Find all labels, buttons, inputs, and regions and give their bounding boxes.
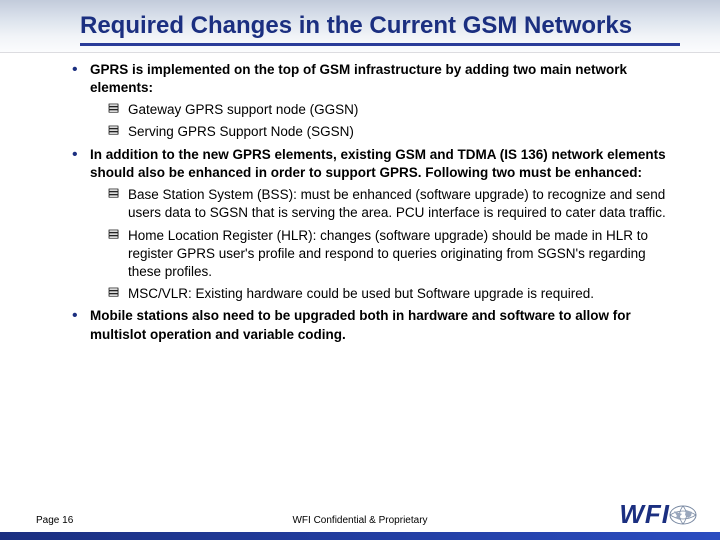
bullet-child: Base Station System (BSS): must be enhan… <box>128 187 666 220</box>
page-number: Page 16 <box>36 515 73 526</box>
list-item: Home Location Register (HLR): changes (s… <box>108 227 680 282</box>
header-band: Required Changes in the Current GSM Netw… <box>0 0 720 53</box>
bullet-child: Home Location Register (HLR): changes (s… <box>128 228 648 279</box>
list-item: MSC/VLR: Existing hardware could be used… <box>108 285 680 303</box>
page-title: Required Changes in the Current GSM Netw… <box>80 12 680 41</box>
book-icon <box>108 188 120 200</box>
bullet-child: MSC/VLR: Existing hardware could be used… <box>128 286 594 301</box>
confidential-label: WFI Confidential & Proprietary <box>292 515 427 526</box>
bullet-list-l1: GPRS is implemented on the top of GSM in… <box>72 61 680 344</box>
slide: Required Changes in the Current GSM Netw… <box>0 0 720 540</box>
bullet-lead: In addition to the new GPRS elements, ex… <box>90 147 666 180</box>
bullet-child: Serving GPRS Support Node (SGSN) <box>128 124 354 139</box>
book-icon <box>108 229 120 241</box>
title-underline <box>80 43 680 46</box>
globe-icon <box>668 504 698 526</box>
list-item: Gateway GPRS support node (GGSN) <box>108 101 680 119</box>
logo: WFI <box>619 499 698 530</box>
list-item: Mobile stations also need to be upgraded… <box>72 307 680 343</box>
book-icon <box>108 103 120 115</box>
bullet-child: Gateway GPRS support node (GGSN) <box>128 102 358 117</box>
bullet-lead: GPRS is implemented on the top of GSM in… <box>90 62 627 95</box>
book-icon <box>108 125 120 137</box>
footer: Page 16 WFI Confidential & Proprietary W… <box>0 500 720 540</box>
list-item: Serving GPRS Support Node (SGSN) <box>108 123 680 141</box>
bullet-list-l2: Gateway GPRS support node (GGSN) Serving… <box>108 101 680 141</box>
content-area: GPRS is implemented on the top of GSM in… <box>0 53 720 540</box>
list-item: In addition to the new GPRS elements, ex… <box>72 146 680 304</box>
list-item: Base Station System (BSS): must be enhan… <box>108 186 680 222</box>
bullet-list-l2: Base Station System (BSS): must be enhan… <box>108 186 680 303</box>
logo-text: WFI <box>619 499 670 530</box>
bullet-lead: Mobile stations also need to be upgraded… <box>90 308 631 341</box>
footer-stripe <box>0 532 720 540</box>
list-item: GPRS is implemented on the top of GSM in… <box>72 61 680 142</box>
book-icon <box>108 287 120 299</box>
